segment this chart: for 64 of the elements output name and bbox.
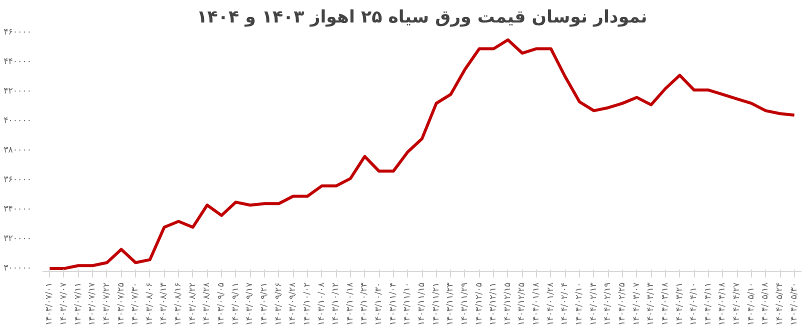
x-tick-label: ۱۴۰۴/۰۲/۰۴ [560,282,570,326]
x-tick-label: ۱۴۰۳/۱۲/۰۵ [474,282,484,326]
x-tick-label: ۱۴۰۴/۰۵/۲۴ [775,282,786,326]
line-series [48,38,796,270]
x-tick-label: ۱۴۰۴/۰۲/۲۵ [617,282,628,326]
x-tick-label: ۱۴۰۳/۰۷/۳۰ [130,282,141,326]
x-tick-label: ۱۴۰۴/۰۴/۱۰ [689,282,700,326]
y-tick-label: ۳۰۰۰۰۰ [4,264,32,274]
x-tick-label: ۱۴۰۳/۰۸/۰۶ [144,282,155,326]
x-tick-label: ۱۴۰۳/۰۹/۱۷ [245,282,256,326]
y-tick-label: ۴۲۰۰۰۰ [4,86,32,97]
y-tick-label: ۴۴۰۰۰۰ [4,57,32,68]
y-tick-label: ۳۲۰۰۰۰ [4,234,32,244]
y-tick-label: ۴۰۰۰۰۰ [4,116,32,126]
x-tick-label: ۱۴۰۳/۱۰/۳۰ [374,282,384,326]
x-tick-label: ۱۴۰۳/۱۰/۱۲ [331,282,342,326]
x-tick-label: ۱۴۰۴/۰۵/۳۰ [789,282,800,326]
x-tick-label: ۱۴۰۳/۱۰/۰۲ [302,282,312,326]
x-tick-label: ۱۴۰۳/۰۹/۲۱ [259,282,270,326]
x-tick-label: ۱۴۰۳/۰۹/۲۶ [274,282,284,326]
x-tick-label: ۱۴۰۴/۰۳/۲۱ [674,282,685,326]
x-tick-label: ۱۴۰۳/۰۸/۱۶ [174,282,184,326]
x-tick-label: ۱۴۰۳/۱۰/۲۳ [360,282,370,326]
x-tick-label: ۱۴۰۴/۰۴/۱۸ [718,282,728,326]
y-tick-label: ۴۶۰۰۰۰ [4,28,32,38]
x-tick-label: ۱۴۰۳/۰۷/۰۱ [44,282,55,326]
x-tick-label: ۱۴۰۳/۱۲/۱۱ [488,282,499,326]
x-tick-label: ۱۴۰۳/۰۹/۱۱ [230,282,241,326]
x-tick-label: ۱۴۰۳/۱۰/۰۸ [316,282,327,326]
x-tick-label: ۱۴۰۴/۰۴/۱۱ [703,282,714,326]
y-tick-label: ۳۶۰۰۰۰ [4,175,32,186]
x-tick-label: ۱۴۰۳/۰۷/۲۵ [116,282,126,326]
x-tick-label: ۱۴۰۴/۰۳/۱۳ [646,282,656,326]
x-tick-label: ۱۴۰۴/۰۵/۱۸ [760,282,771,326]
x-tick-label: ۱۴۰۳/۰۸/۱۳ [159,282,170,326]
x-tick-label: ۱۴۰۳/۰۹/۰۵ [216,282,227,326]
x-tick-label: ۱۴۰۳/۰۹/۲۸ [288,282,298,326]
x-tick-label: ۱۴۰۴/۰۱/۱۸ [532,282,542,326]
x-tick-label: ۱۴۰۴/۰۵/۱۰ [746,282,756,326]
x-tick-label: ۱۴۰۳/۰۷/۱۷ [88,282,98,326]
x-tick-label: ۱۴۰۳/۱۱/۱۵ [417,282,427,326]
x-tick-label: ۱۴۰۳/۱۰/۱۸ [345,282,356,326]
x-tick-label: ۱۴۰۴/۰۳/۱۸ [660,282,670,326]
x-tick-label: ۱۴۰۴/۰۴/۲۷ [732,282,742,326]
x-tick-label: ۱۴۰۴/۰۲/۱۳ [588,282,599,326]
x-tick-label: ۱۴۰۳/۱۱/۱۰ [402,282,413,326]
y-tick-label: ۳۴۰۰۰۰ [4,204,32,215]
x-tick-label: ۱۴۰۳/۰۷/۲۲ [102,282,112,326]
x-tick-label: ۱۴۰۳/۰۸/۲۲ [188,282,198,326]
x-tick-label: ۱۴۰۳/۱۱/۰۴ [388,282,398,326]
x-tick-label: ۱۴۰۳/۱۲/۱۵ [502,282,513,326]
x-tick-label: ۱۴۰۴/۰۱/۲۸ [546,282,556,326]
x-tick-label: ۱۴۰۳/۰۸/۲۸ [202,282,212,326]
x-tick-label: ۱۴۰۳/۰۷/۰۷ [58,282,69,326]
x-tick-label: ۱۴۰۴/۰۲/۱۰ [574,282,585,326]
x-tick-label: ۱۴۰۳/۱۲/۲۵ [517,282,528,326]
y-tick-label: ۳۸۰۰۰۰ [4,146,32,156]
x-tick-label: ۱۴۰۳/۱۱/۲۳ [446,282,456,326]
chart-title: نمودار نوسان قیمت ورق سیاه ۲۵ اهواز ۱۴۰۳ و ۱۴۰۴ [196,8,648,28]
x-tick-label: ۱۴۰۳/۰۷/۱۱ [73,282,84,326]
x-tick-label: ۱۴۰۳/۱۱/۲۹ [460,282,470,326]
x-tick-label: ۱۴۰۴/۰۲/۱۹ [603,282,614,326]
x-tick-label: ۱۴۰۴/۰۳/۰۷ [632,282,642,326]
x-tick-label: ۱۴۰۳/۱۱/۲۱ [431,282,442,326]
